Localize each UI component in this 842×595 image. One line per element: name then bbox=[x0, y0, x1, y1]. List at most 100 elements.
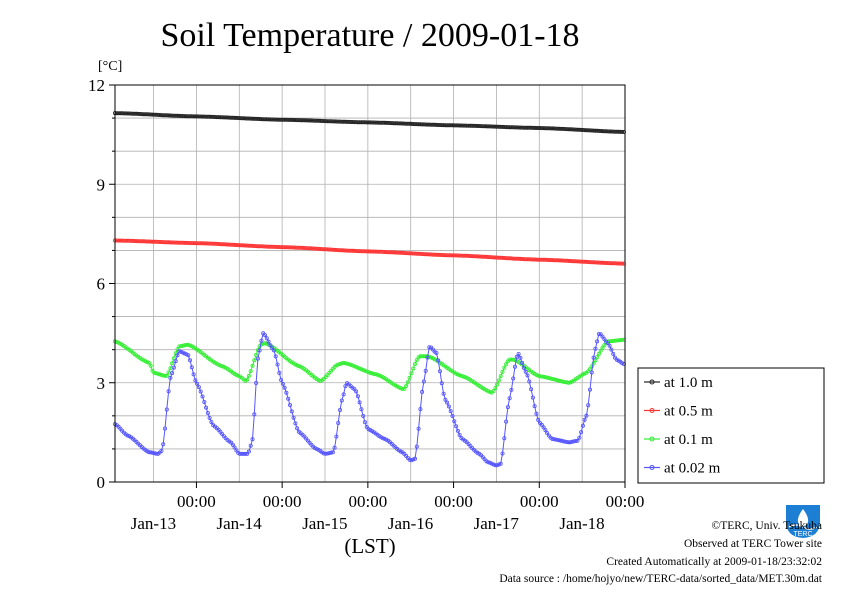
series-point bbox=[236, 116, 241, 121]
series-point bbox=[591, 355, 596, 360]
series-point bbox=[407, 457, 412, 462]
series-point bbox=[123, 238, 128, 243]
series-point bbox=[437, 369, 442, 374]
series-point bbox=[582, 417, 587, 422]
series-point bbox=[418, 407, 423, 412]
series-point bbox=[252, 116, 257, 121]
series-point bbox=[361, 249, 366, 254]
series-point bbox=[284, 117, 289, 122]
series-point bbox=[362, 368, 367, 373]
series-point bbox=[411, 122, 416, 127]
series-point bbox=[346, 248, 351, 253]
series-point bbox=[557, 258, 562, 263]
series-point bbox=[175, 240, 180, 245]
series-point bbox=[246, 116, 251, 121]
series-point bbox=[121, 238, 126, 243]
series-point bbox=[414, 444, 419, 449]
series-point bbox=[595, 339, 600, 344]
series-point bbox=[513, 364, 518, 369]
series-point bbox=[245, 377, 250, 382]
series-point bbox=[504, 419, 509, 424]
series-at-0-1-m bbox=[113, 337, 626, 395]
series-point bbox=[154, 451, 159, 456]
series-point bbox=[209, 241, 214, 246]
series-point bbox=[295, 426, 300, 431]
series-point bbox=[312, 246, 317, 251]
series-point bbox=[327, 119, 332, 124]
series-point bbox=[214, 241, 219, 246]
series-point bbox=[473, 123, 478, 128]
series-point bbox=[121, 111, 126, 116]
series-point bbox=[225, 242, 230, 247]
series-point bbox=[300, 118, 305, 123]
series-point bbox=[509, 125, 514, 130]
series-point bbox=[588, 260, 593, 265]
series-point bbox=[296, 364, 301, 369]
x-tick-time-label: 00:00 bbox=[348, 492, 387, 511]
series-point bbox=[514, 256, 519, 261]
series-point bbox=[334, 247, 339, 252]
series-point bbox=[200, 394, 205, 399]
series-point bbox=[264, 117, 269, 122]
series-point bbox=[525, 257, 530, 262]
series-point bbox=[282, 245, 287, 250]
series-point bbox=[145, 112, 150, 117]
series-point bbox=[409, 251, 414, 256]
series-point bbox=[571, 259, 576, 264]
series-point bbox=[359, 249, 364, 254]
series-point bbox=[582, 371, 587, 376]
series-point bbox=[577, 259, 582, 264]
series-point bbox=[459, 253, 464, 258]
series-point bbox=[221, 115, 226, 120]
series-point bbox=[350, 248, 355, 253]
series-point bbox=[159, 372, 164, 377]
series-point bbox=[339, 119, 344, 124]
series-point bbox=[137, 239, 142, 244]
series-point bbox=[245, 243, 250, 248]
terc-logo: TERC bbox=[786, 505, 820, 538]
series-point bbox=[457, 432, 462, 437]
series-point bbox=[145, 360, 150, 365]
series-point bbox=[337, 407, 342, 412]
series-point bbox=[598, 128, 603, 133]
series-point bbox=[148, 112, 153, 117]
series-point bbox=[232, 242, 237, 247]
series-point bbox=[336, 248, 341, 253]
series-point bbox=[377, 249, 382, 254]
series-point bbox=[407, 375, 412, 380]
series-point bbox=[346, 362, 351, 367]
series-point bbox=[471, 123, 476, 128]
series-point bbox=[336, 119, 341, 124]
series-point bbox=[613, 261, 618, 266]
series-point bbox=[495, 124, 500, 129]
series-point bbox=[589, 128, 594, 133]
series-point bbox=[552, 126, 557, 131]
series-point bbox=[404, 384, 409, 389]
series-point bbox=[498, 255, 503, 260]
series-point bbox=[411, 251, 416, 256]
series-point bbox=[234, 448, 239, 453]
series-point bbox=[568, 440, 573, 445]
series-point bbox=[259, 117, 264, 122]
series-point bbox=[279, 377, 284, 382]
series-point bbox=[434, 350, 439, 355]
series-point bbox=[175, 353, 180, 358]
series-point bbox=[534, 411, 539, 416]
series-point bbox=[563, 439, 568, 444]
series-point bbox=[207, 114, 212, 119]
series-point bbox=[171, 113, 176, 118]
series-point bbox=[209, 420, 214, 425]
series-at-0-02-m bbox=[113, 331, 626, 468]
series-point bbox=[486, 460, 491, 465]
series-point bbox=[370, 371, 375, 376]
series-point bbox=[398, 121, 403, 126]
series-point bbox=[557, 126, 562, 131]
series-point bbox=[584, 413, 589, 418]
series-point bbox=[395, 250, 400, 255]
series-point bbox=[268, 343, 273, 348]
series-point bbox=[275, 244, 280, 249]
series-point bbox=[173, 359, 178, 364]
series-point bbox=[195, 381, 200, 386]
series-point bbox=[184, 342, 189, 347]
series-point bbox=[134, 111, 139, 116]
